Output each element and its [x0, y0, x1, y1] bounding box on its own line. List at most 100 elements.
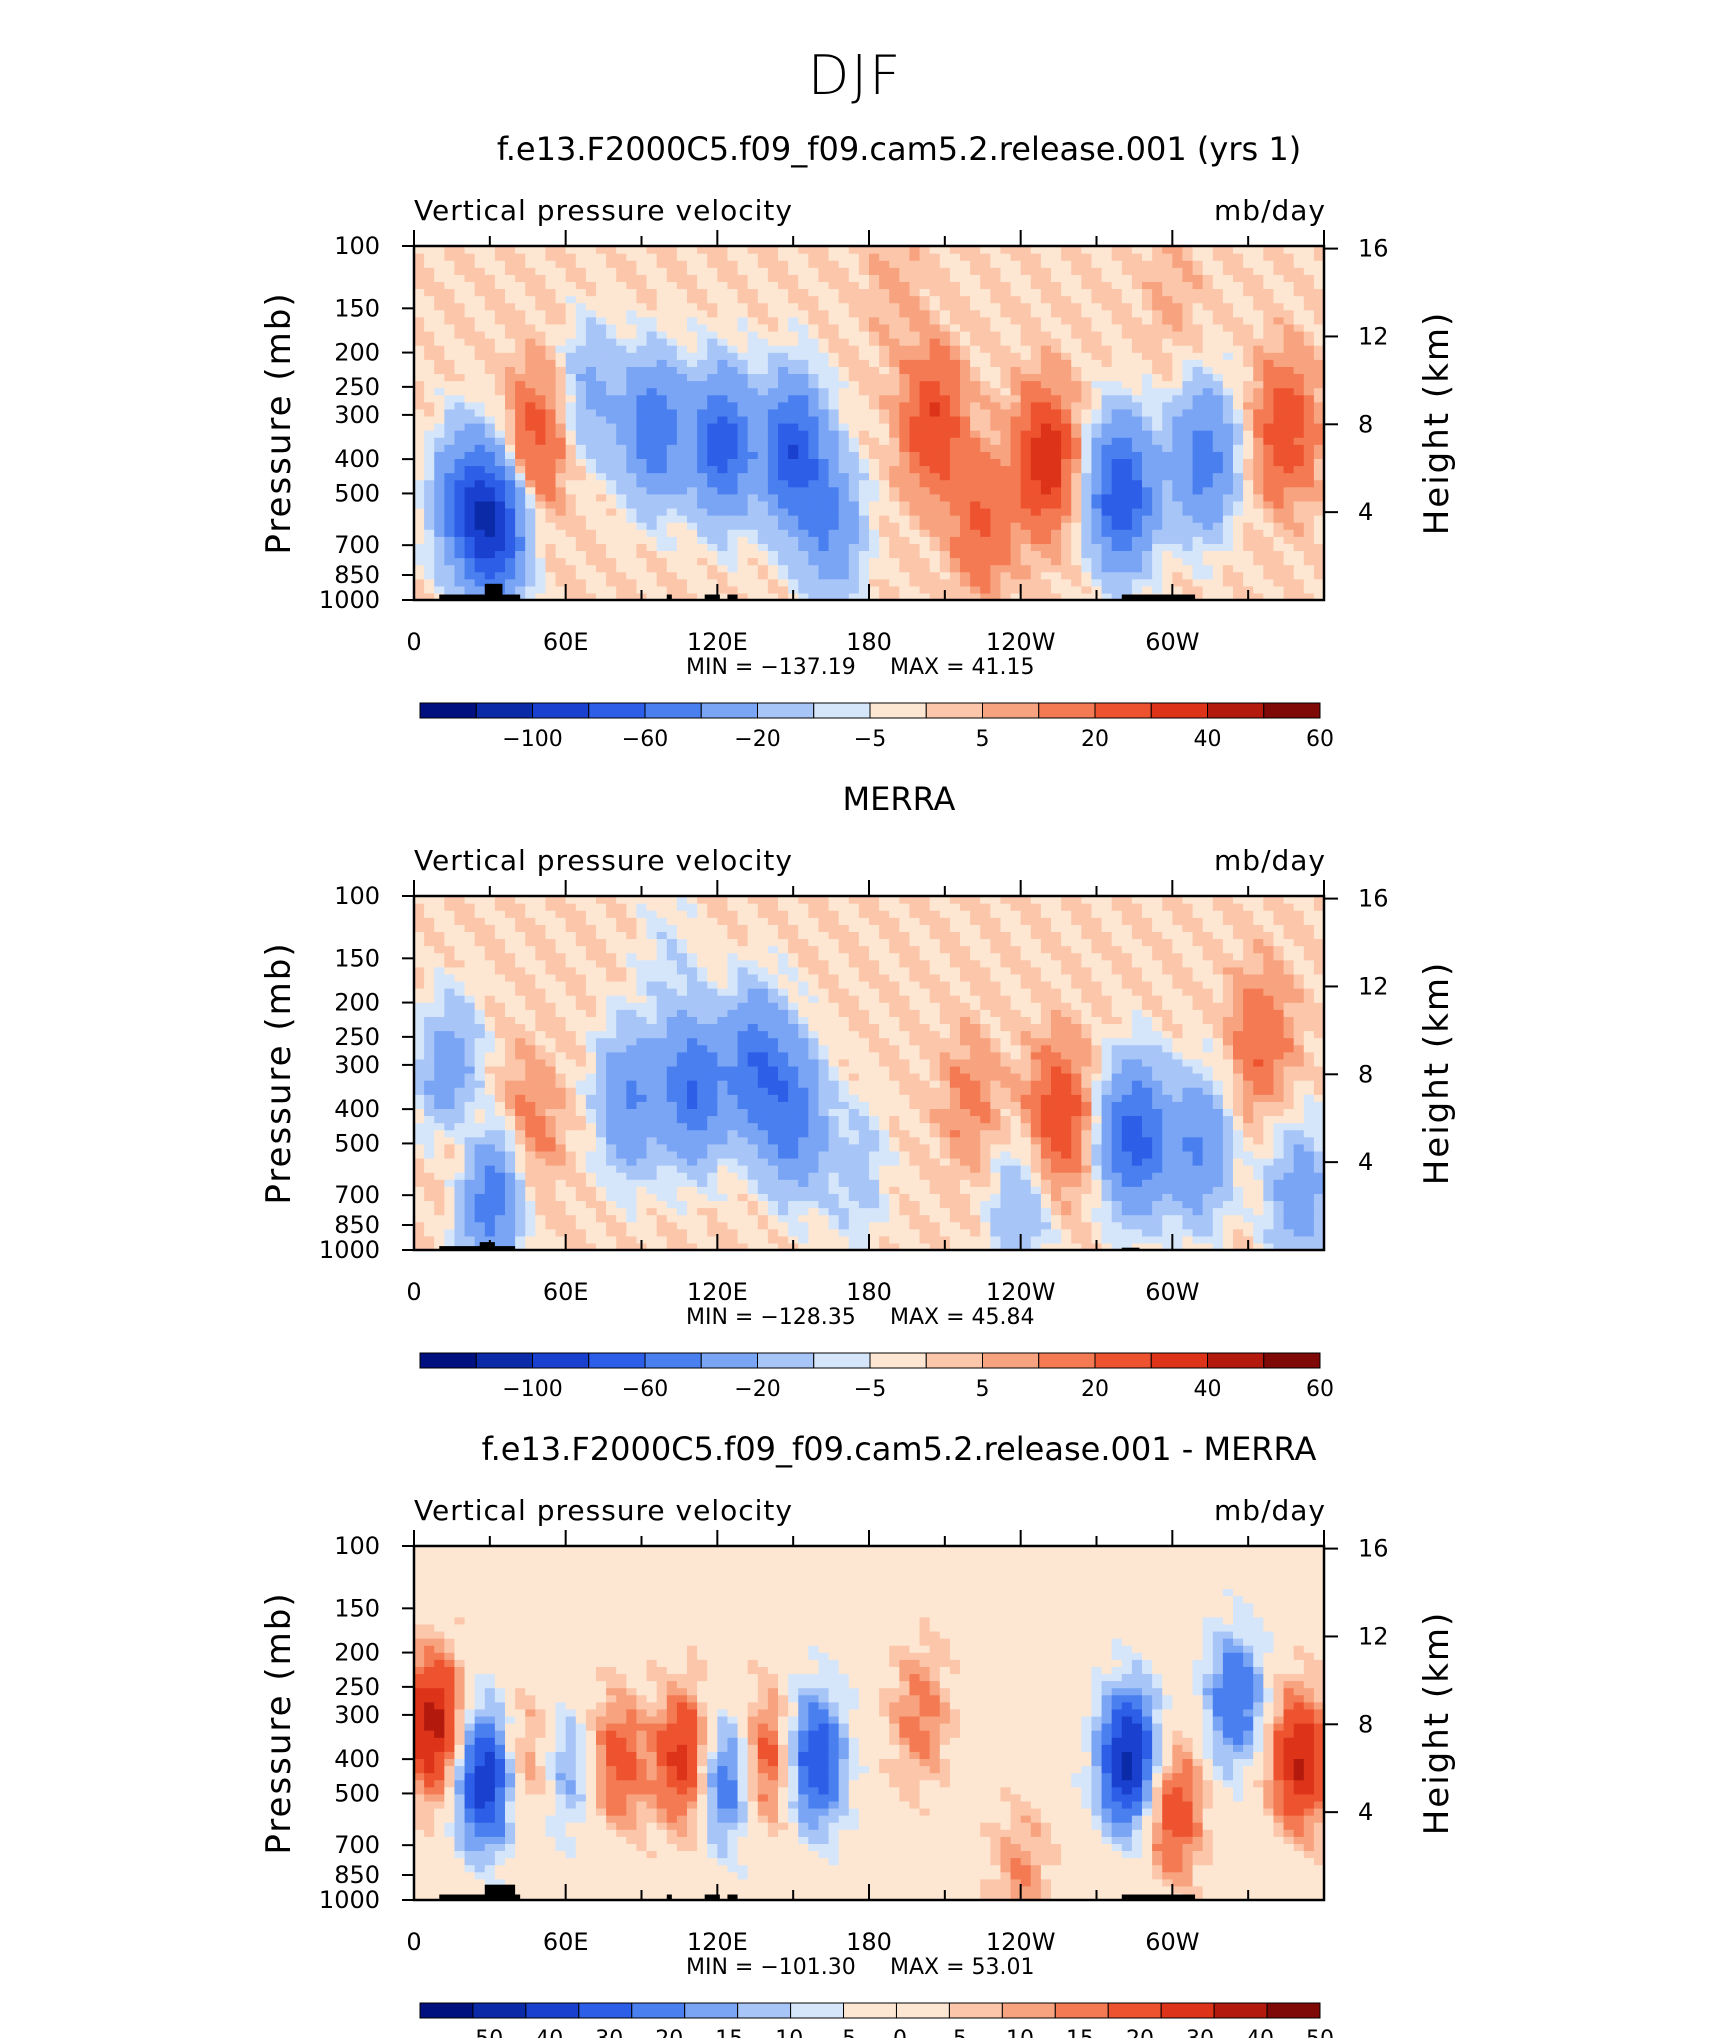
heatmap-cell	[767, 515, 779, 523]
y-tick-label: 700	[334, 531, 380, 559]
heatmap-cell	[555, 423, 567, 431]
heatmap-cell	[1030, 345, 1042, 353]
heatmap-cell	[1152, 387, 1163, 396]
heatmap-cell	[1142, 366, 1153, 375]
y-tick-label: 300	[334, 401, 380, 429]
heatmap-cell	[646, 522, 658, 530]
heatmap-cell	[555, 274, 567, 282]
heatmap-cell	[717, 281, 729, 290]
heatmap-cell	[1020, 451, 1032, 459]
heatmap-cell	[949, 260, 961, 268]
heatmap-cell	[1020, 302, 1032, 311]
heatmap-cell	[1010, 387, 1022, 396]
heatmap-cell	[1101, 529, 1113, 537]
heatmap-cell	[1000, 493, 1012, 502]
heatmap-cell	[848, 529, 860, 537]
heatmap-cell	[565, 288, 577, 297]
heatmap-cell	[545, 557, 557, 566]
heatmap-cell	[555, 557, 567, 566]
heatmap-cell	[1172, 465, 1184, 474]
heatmap-cell	[1101, 253, 1113, 261]
heatmap-cell	[656, 316, 668, 325]
heatmap-cell	[515, 430, 526, 438]
heatmap-cell	[798, 550, 809, 559]
heatmap-cell	[939, 564, 951, 573]
heatmap-cell	[919, 564, 931, 573]
heatmap-cell	[757, 330, 769, 339]
heatmap-cell	[1233, 253, 1244, 261]
heatmap-cell	[879, 479, 890, 488]
heatmap-cell	[414, 1228, 425, 1237]
heatmap-cell	[676, 550, 688, 559]
heatmap-cell	[666, 281, 678, 290]
heatmap-cell	[717, 316, 729, 325]
heatmap-cell	[1233, 316, 1244, 325]
heatmap-cell	[869, 387, 880, 396]
heatmap-cell	[1202, 288, 1214, 297]
heatmap-cell	[1172, 380, 1184, 389]
heatmap-cell	[1121, 359, 1133, 367]
heatmap-cell	[474, 557, 486, 566]
heatmap-cell	[798, 260, 809, 268]
heatmap-cell	[838, 345, 850, 353]
heatmap-cell	[484, 430, 496, 438]
heatmap-cell	[565, 267, 577, 275]
heatmap-cell	[1040, 366, 1052, 375]
heatmap-cell	[1283, 557, 1295, 566]
heatmap-cell	[1051, 571, 1062, 580]
heatmap-cell	[1192, 458, 1204, 467]
heatmap-cell	[848, 423, 860, 431]
heatmap-cell	[1010, 345, 1022, 353]
heatmap-cell	[949, 564, 961, 573]
heatmap-cell	[869, 323, 880, 332]
heatmap-cell	[848, 430, 860, 438]
heatmap-cell	[525, 401, 536, 410]
heatmap-cell	[818, 486, 830, 495]
heatmap-cell	[676, 1235, 688, 1244]
heatmap-cell	[464, 1214, 476, 1223]
heatmap-cell	[1010, 380, 1022, 389]
heatmap-cell	[535, 316, 547, 325]
heatmap-cell	[869, 578, 880, 587]
heatmap-cell	[636, 472, 648, 481]
heatmap-cell	[606, 338, 617, 346]
heatmap-cell	[717, 309, 729, 318]
heatmap-cell	[980, 430, 991, 438]
heatmap-cell	[1182, 246, 1194, 254]
heatmap-cell	[929, 437, 941, 445]
heatmap-cell	[1263, 1228, 1275, 1237]
heatmap-cell	[464, 557, 476, 566]
heatmap-cell	[545, 330, 557, 339]
heatmap-cell	[666, 515, 678, 523]
heatmap-cell	[616, 585, 627, 594]
heatmap-cell	[848, 408, 860, 417]
heatmap-cell	[575, 479, 587, 488]
y-tick-label: 100	[334, 232, 380, 260]
heatmap-cell	[515, 529, 526, 537]
heatmap-cell	[414, 444, 425, 452]
heatmap-cell	[1243, 557, 1254, 566]
heatmap-cell	[1121, 564, 1133, 573]
heatmap-cell	[565, 380, 577, 389]
heatmap-cell	[505, 585, 516, 594]
heatmap-cell	[545, 260, 557, 268]
heatmap-cell	[1192, 387, 1204, 396]
heatmap-cell	[1283, 352, 1295, 360]
heatmap-cell	[697, 260, 708, 268]
heatmap-cell	[636, 380, 648, 389]
heatmap-cell	[606, 585, 617, 594]
heatmap-cell	[1040, 330, 1052, 339]
heatmap-cell	[1152, 274, 1163, 282]
heatmap-cell	[828, 529, 840, 537]
heatmap-cell	[565, 1221, 577, 1230]
heatmap-cell	[1040, 1228, 1052, 1237]
heatmap-cell	[778, 515, 789, 523]
heatmap-cell	[666, 380, 678, 389]
heatmap-cell	[1212, 557, 1224, 566]
heatmap-cell	[414, 288, 425, 297]
heatmap-cell	[1293, 557, 1305, 566]
heatmap-cell	[1061, 451, 1072, 459]
heatmap-cell	[575, 1221, 587, 1230]
heatmap-cell	[666, 1221, 678, 1230]
heatmap-cell	[1263, 267, 1275, 275]
